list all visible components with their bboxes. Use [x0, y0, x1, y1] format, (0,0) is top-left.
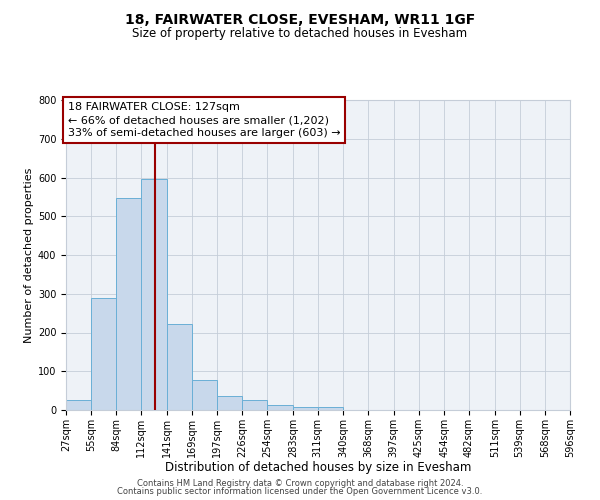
- Text: 18, FAIRWATER CLOSE, EVESHAM, WR11 1GF: 18, FAIRWATER CLOSE, EVESHAM, WR11 1GF: [125, 12, 475, 26]
- Bar: [242, 400, 267, 410]
- Bar: [141, 178, 167, 410]
- Bar: [267, 406, 293, 410]
- Bar: [91, 298, 116, 410]
- Bar: [293, 407, 317, 410]
- X-axis label: Distribution of detached houses by size in Evesham: Distribution of detached houses by size …: [165, 461, 471, 474]
- Text: Contains HM Land Registry data © Crown copyright and database right 2024.: Contains HM Land Registry data © Crown c…: [137, 478, 463, 488]
- Bar: [66, 400, 91, 410]
- Text: Contains public sector information licensed under the Open Government Licence v3: Contains public sector information licen…: [118, 487, 482, 496]
- Bar: [192, 380, 217, 410]
- Y-axis label: Number of detached properties: Number of detached properties: [23, 168, 34, 342]
- Bar: [116, 198, 141, 410]
- Bar: [317, 408, 343, 410]
- Text: 18 FAIRWATER CLOSE: 127sqm
← 66% of detached houses are smaller (1,202)
33% of s: 18 FAIRWATER CLOSE: 127sqm ← 66% of deta…: [68, 102, 340, 139]
- Bar: [167, 324, 192, 410]
- Text: Size of property relative to detached houses in Evesham: Size of property relative to detached ho…: [133, 28, 467, 40]
- Bar: [217, 396, 242, 410]
